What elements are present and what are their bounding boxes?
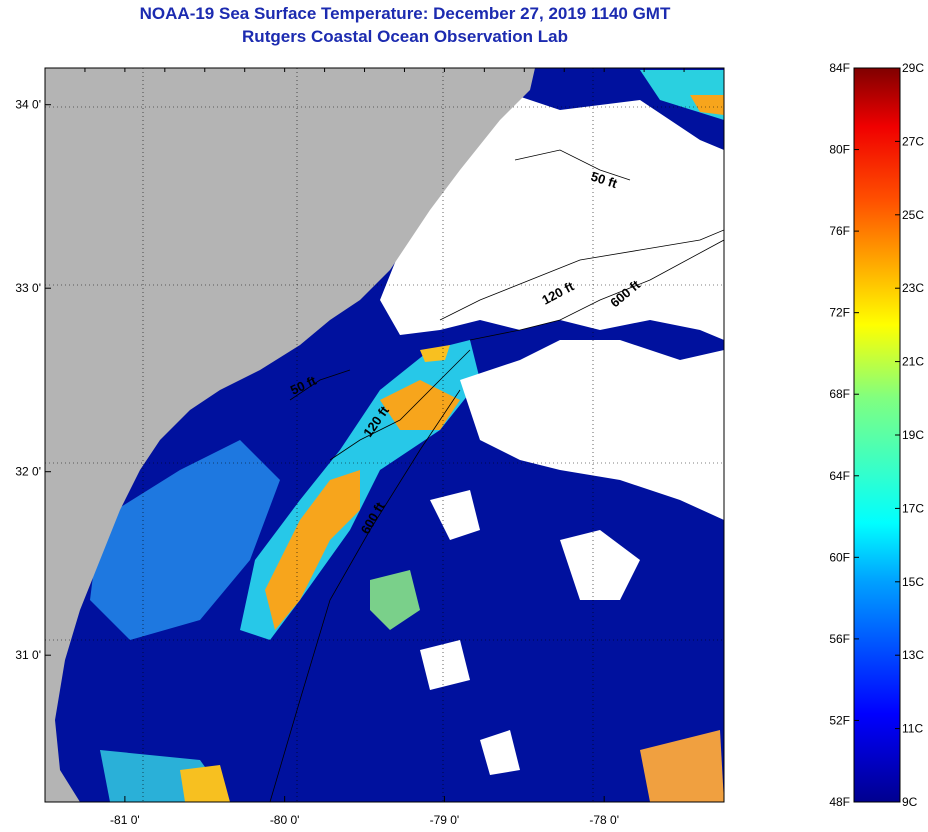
lon-tick-label: -78 0'	[589, 813, 619, 827]
depth-contours	[269, 149, 724, 802]
colorbar-f-label: 48F	[829, 795, 850, 809]
colorbar-f-label: 56F	[829, 632, 850, 646]
colorbar-f-label: 52F	[829, 713, 850, 727]
colorbar-ticks: 84F 80F 76F 72F 68F 64F 60F 56F 52F 48F 29C 27C 25C 2…	[829, 61, 924, 809]
colorbar-f-label: 64F	[829, 469, 850, 483]
lon-tick-label: -80 0'	[270, 813, 300, 827]
colorbar-f-label: 60F	[829, 550, 850, 564]
colorbar-c-label: 23C	[902, 281, 924, 295]
sst-imagery	[45, 68, 724, 802]
colorbar-c-label: 9C	[902, 795, 918, 809]
warm-water-band	[90, 70, 724, 802]
map-frame	[44, 67, 725, 803]
colorbar-f-label: 72F	[829, 306, 850, 320]
colorbar-f-label: 80F	[829, 143, 850, 157]
colorbar-c-label: 29C	[902, 61, 924, 75]
lon-tick-label: -81 0'	[110, 813, 140, 827]
colorbar-c-label: 11C	[902, 722, 923, 736]
lat-tick-label: 32 0'	[15, 465, 41, 479]
colorbar-f-label: 76F	[829, 224, 850, 238]
lat-tick-label: 31 0'	[15, 648, 41, 662]
lat-tick-label: 33 0'	[15, 281, 41, 295]
cloud-cover	[230, 80, 724, 775]
colorbar-c-label: 17C	[902, 501, 924, 515]
colorbar-f-label: 68F	[829, 387, 850, 401]
map-title: NOAA-19 Sea Surface Temperature: Decembe…	[139, 4, 671, 23]
colorbar-c-label: 13C	[902, 648, 924, 662]
map-axes: -81 0' -80 0' -79 0' -78 0' 34 0' 33 0' 32 0' 3…	[15, 68, 725, 827]
colorbar-c-label: 27C	[902, 134, 924, 148]
map-subtitle: Rutgers Coastal Ocean Observation Lab	[242, 27, 568, 46]
lon-tick-label: -79 0'	[430, 813, 460, 827]
land-mass	[45, 68, 535, 802]
colorbar-c-label: 15C	[902, 575, 924, 589]
colorbar	[853, 67, 901, 803]
colorbar-c-label: 21C	[902, 355, 924, 369]
colorbar-f-label: 84F	[829, 61, 850, 75]
colorbar-c-label: 19C	[902, 428, 924, 442]
lat-tick-label: 34 0'	[15, 98, 41, 112]
colorbar-c-label: 25C	[902, 208, 924, 222]
